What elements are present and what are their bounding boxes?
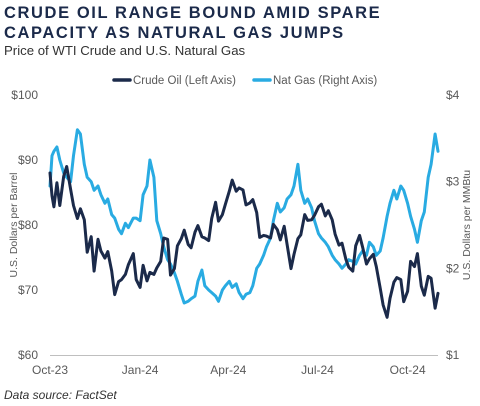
chart-subtitle: Price of WTI Crude and U.S. Natural Gas [4,43,246,58]
left-tick-label: $60 [18,348,38,362]
legend: Crude Oil (Left Axis) Nat Gas (Right Axis… [112,75,377,87]
legend-label-crude-oil: Crude Oil (Left Axis) [133,75,236,87]
right-tick-label: $2 [446,261,460,275]
axis-layer: $60 $70 $80 $90 $100 $1 $2 $3 $4 Oct-23 Jan-24 Apr-… [8,88,473,377]
chart-title: CRUDE OIL RANGE BOUND AMID SPARE CAPACIT… [4,4,382,42]
left-tick-label: $100 [11,88,38,102]
left-tick-label: $80 [18,218,38,232]
left-tick-label: $70 [18,283,38,297]
right-tick-label: $3 [446,175,460,189]
x-tick-label: Oct-24 [390,363,426,377]
series-layer [48,128,440,319]
right-tick-label: $1 [446,348,460,362]
legend-label-nat-gas: Nat Gas (Right Axis) [273,75,377,87]
right-axis-title: U.S. Dollars per MMBtu [461,170,473,280]
data-source: Data source: FactSet [4,388,117,402]
x-tick-label: Jul-24 [301,363,334,377]
nat-gas-line [48,128,440,305]
right-tick-label: $4 [446,88,460,102]
crude-oil-line [48,165,440,319]
x-tick-label: Oct-23 [32,363,68,377]
x-tick-label: Jan-24 [122,363,159,377]
left-axis-title: U.S. Dollars per Barrel [8,172,20,277]
x-tick-label: Apr-24 [210,363,246,377]
left-tick-label: $90 [18,153,38,167]
